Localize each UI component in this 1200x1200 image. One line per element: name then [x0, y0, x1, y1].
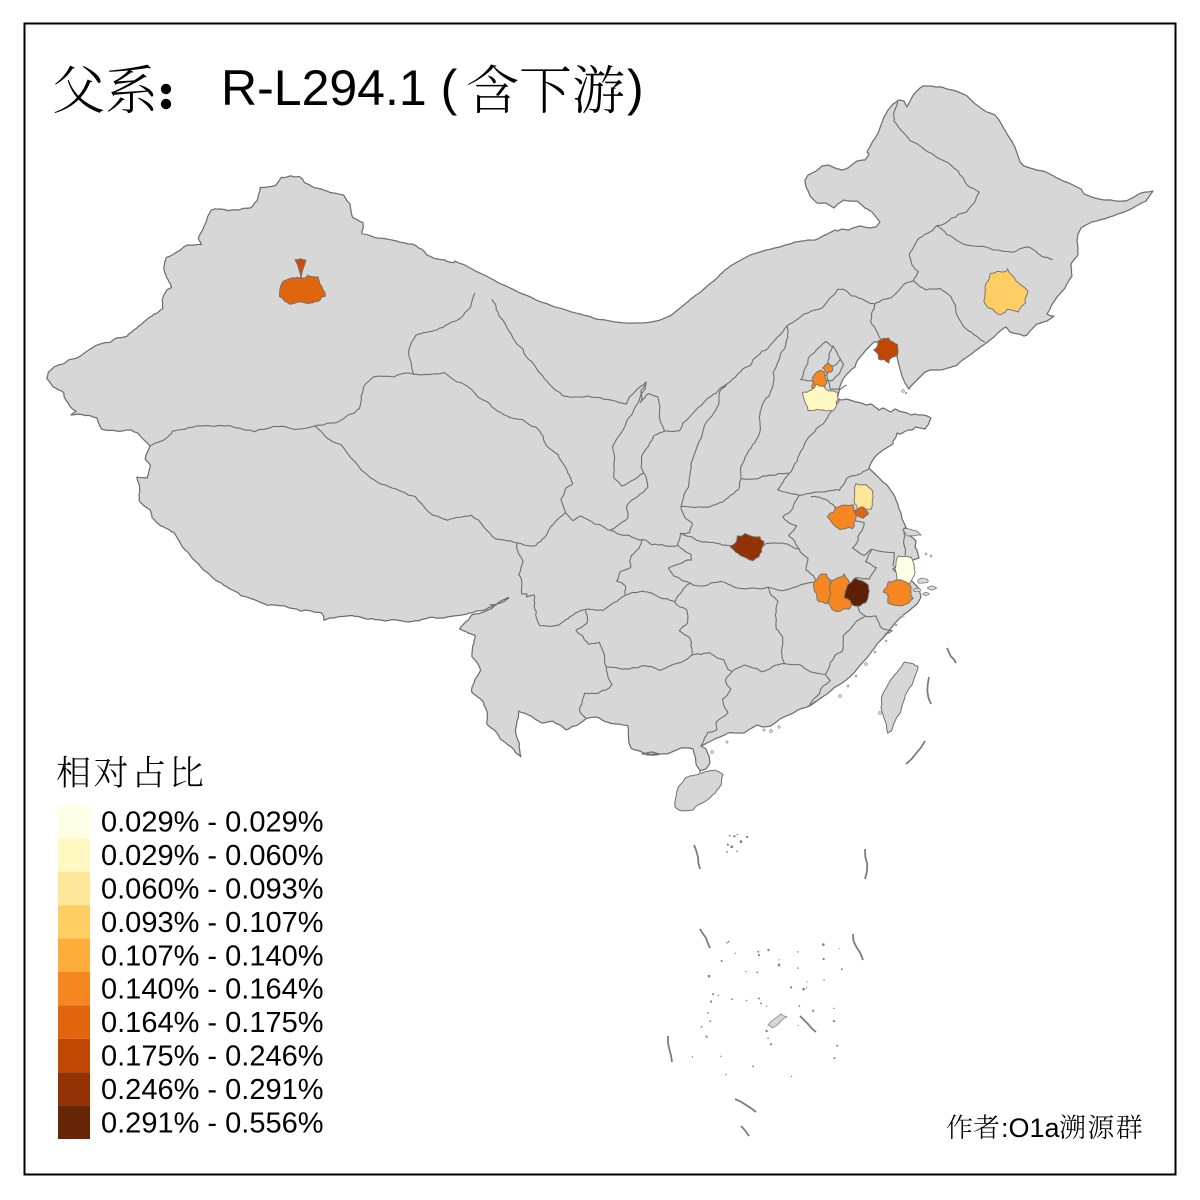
svg-text:0.246% - 0.291%: 0.246% - 0.291%: [101, 1074, 323, 1106]
svg-text:0.029% - 0.029%: 0.029% - 0.029%: [101, 807, 323, 839]
svg-text:R-L294.1 (: R-L294.1 (: [221, 60, 458, 116]
svg-text:0.140% - 0.164%: 0.140% - 0.164%: [101, 974, 323, 1006]
svg-text:): ): [627, 60, 644, 116]
svg-text:0.164% - 0.175%: 0.164% - 0.175%: [101, 1007, 323, 1039]
svg-text:0.060% - 0.093%: 0.060% - 0.093%: [101, 874, 323, 906]
svg-text:0.291% - 0.556%: 0.291% - 0.556%: [101, 1107, 323, 1139]
svg-text:0.093% - 0.107%: 0.093% - 0.107%: [101, 907, 323, 939]
svg-text:0.107% - 0.140%: 0.107% - 0.140%: [101, 940, 323, 972]
svg-text:0.029% - 0.060%: 0.029% - 0.060%: [101, 840, 323, 872]
svg-text::O1a: :O1a: [1001, 1113, 1061, 1143]
svg-text:0.175% - 0.246%: 0.175% - 0.246%: [101, 1041, 323, 1073]
